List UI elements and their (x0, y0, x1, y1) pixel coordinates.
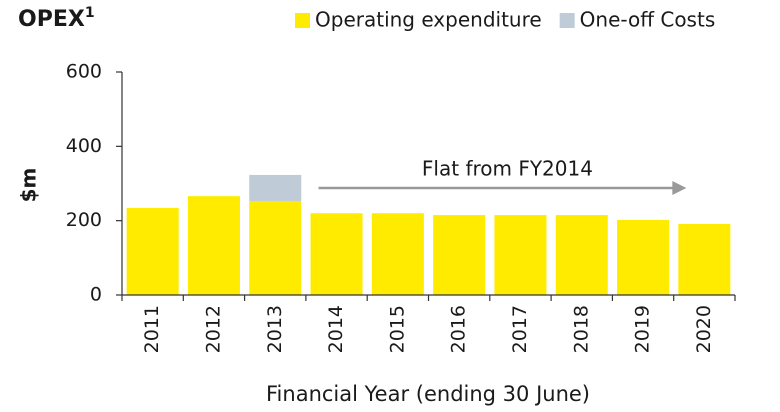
x-tick-label: 2011 (141, 305, 163, 353)
bar-segment (617, 219, 670, 295)
y-tick-label: 0 (90, 284, 102, 306)
title-footnote: 1 (85, 5, 95, 21)
bar-segment (310, 213, 363, 295)
x-tick-label: 2018 (570, 305, 592, 353)
bar-segment (494, 215, 547, 295)
x-tick-label: 2016 (448, 305, 470, 353)
legend-swatch (559, 13, 575, 28)
legend-swatch (295, 13, 310, 28)
y-tick-label: 200 (66, 209, 102, 231)
chart-title: OPEX1 (18, 5, 95, 32)
x-tick-label: 2014 (325, 305, 347, 353)
bar-segment (678, 224, 731, 295)
x-tick-label: 2015 (386, 305, 408, 353)
bar-segment (555, 215, 608, 295)
annotation-arrowhead (672, 181, 687, 195)
title-text: OPEX (18, 7, 85, 32)
y-tick-label: 400 (66, 135, 102, 157)
y-axis-label: $m (17, 168, 41, 203)
bar-segment (249, 200, 302, 295)
bar-segment (371, 213, 424, 295)
legend-label: One-off Costs (580, 8, 716, 32)
x-tick-label: 2020 (693, 305, 715, 353)
bar-segment (187, 196, 240, 295)
x-tick-label: 2017 (509, 305, 531, 353)
x-tick-label: 2019 (632, 305, 654, 353)
x-tick-label: 2013 (264, 305, 286, 353)
y-tick-label: 600 (66, 61, 102, 83)
legend-label: Operating expenditure (315, 8, 542, 32)
bar-segment (126, 208, 179, 295)
annotation-text: Flat from FY2014 (422, 157, 593, 181)
x-tick-label: 2012 (202, 305, 224, 353)
x-axis-label: Financial Year (ending 30 June) (266, 382, 590, 406)
bar-segment (433, 215, 486, 295)
bar-segment (249, 174, 302, 201)
